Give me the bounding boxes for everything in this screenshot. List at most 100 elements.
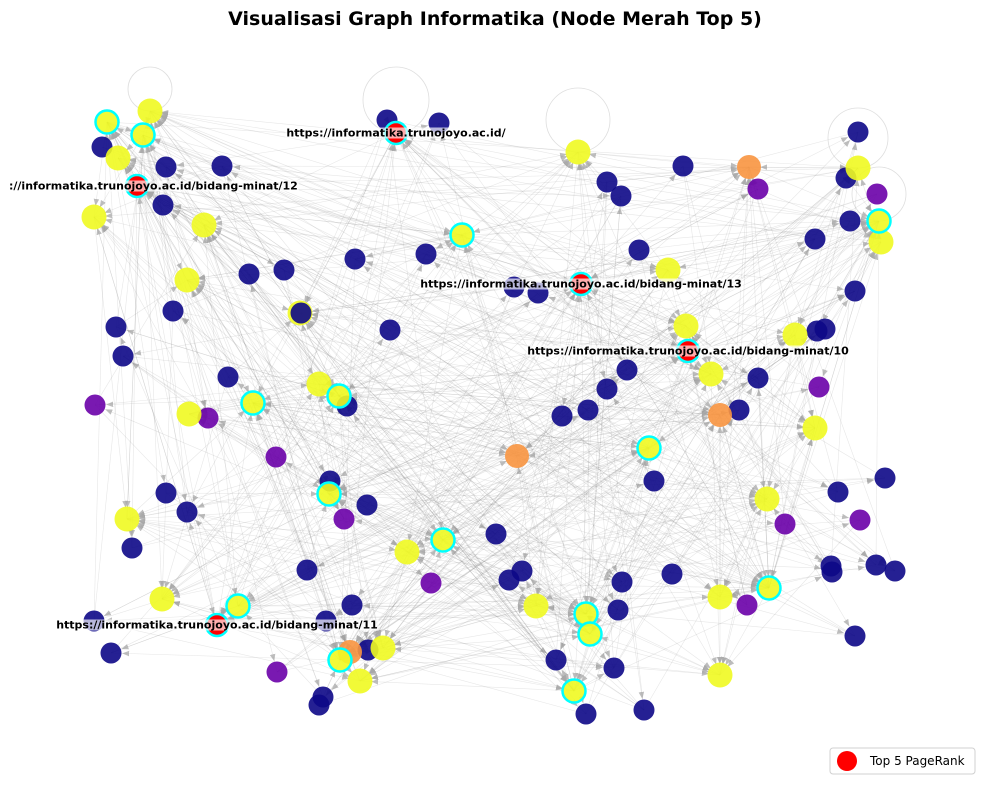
edge bbox=[276, 325, 687, 673]
edge bbox=[719, 166, 751, 598]
edge bbox=[339, 447, 650, 661]
edge bbox=[203, 224, 669, 272]
edge bbox=[221, 165, 650, 449]
edge bbox=[710, 373, 816, 429]
node-yellow bbox=[754, 486, 780, 512]
node-dark-blue bbox=[661, 563, 683, 585]
edge bbox=[461, 234, 721, 676]
node-orange bbox=[505, 444, 529, 468]
edge bbox=[359, 328, 826, 682]
edge bbox=[318, 383, 768, 500]
edge bbox=[682, 165, 768, 500]
edge bbox=[126, 350, 689, 520]
node-orange bbox=[708, 403, 732, 427]
edge bbox=[359, 373, 712, 682]
edge bbox=[93, 134, 144, 218]
edge bbox=[687, 350, 748, 606]
edge bbox=[237, 292, 539, 607]
node-dark-blue bbox=[596, 171, 618, 193]
edge bbox=[186, 279, 523, 572]
edge bbox=[561, 415, 816, 430]
node-dark-blue bbox=[672, 155, 694, 177]
edge bbox=[93, 587, 770, 623]
node-dark-blue bbox=[217, 366, 239, 388]
edge bbox=[589, 220, 851, 635]
node-dark-blue bbox=[155, 156, 177, 178]
edge bbox=[338, 395, 839, 493]
edge bbox=[252, 402, 623, 583]
node-purple bbox=[197, 407, 219, 429]
self-loop-layer bbox=[127, 66, 907, 222]
edge bbox=[794, 220, 851, 336]
edge bbox=[106, 121, 748, 606]
edge bbox=[186, 279, 254, 404]
edge bbox=[338, 395, 721, 676]
edge bbox=[188, 193, 878, 415]
edge bbox=[186, 279, 444, 541]
edge bbox=[354, 234, 463, 260]
node-purple bbox=[265, 446, 287, 468]
edge bbox=[126, 518, 721, 676]
edge bbox=[366, 166, 750, 506]
edge bbox=[395, 132, 768, 500]
edge bbox=[442, 539, 623, 583]
edge bbox=[136, 185, 218, 626]
node-dark-blue bbox=[821, 561, 843, 583]
node-purple bbox=[747, 178, 769, 200]
edge bbox=[534, 151, 579, 607]
node-dark-blue bbox=[105, 316, 127, 338]
edge bbox=[142, 134, 165, 600]
node-yellow bbox=[149, 586, 175, 612]
edge bbox=[719, 587, 770, 676]
edge bbox=[136, 185, 539, 294]
edge bbox=[142, 134, 254, 404]
edge bbox=[328, 493, 856, 637]
edge bbox=[768, 427, 816, 589]
edge bbox=[252, 402, 770, 589]
edge bbox=[584, 195, 622, 615]
edge bbox=[299, 311, 689, 352]
node-dark-blue bbox=[611, 571, 633, 593]
edge bbox=[299, 312, 623, 583]
edge bbox=[93, 447, 650, 622]
edge bbox=[589, 633, 721, 676]
node-yellow bbox=[802, 415, 828, 441]
edge bbox=[386, 119, 444, 541]
node-dark-blue bbox=[308, 694, 330, 716]
edge bbox=[93, 166, 750, 219]
edge bbox=[207, 417, 518, 457]
node-dark-blue bbox=[273, 259, 295, 281]
edge bbox=[577, 151, 770, 589]
edge bbox=[561, 415, 650, 449]
edge bbox=[648, 167, 859, 449]
edge bbox=[106, 121, 587, 715]
edge bbox=[300, 220, 880, 314]
edge bbox=[106, 121, 721, 598]
edge bbox=[585, 238, 816, 615]
node-yellow bbox=[782, 322, 808, 348]
edge bbox=[613, 241, 882, 669]
edge bbox=[508, 283, 582, 581]
edge bbox=[318, 383, 655, 482]
edge bbox=[186, 220, 880, 513]
edge bbox=[339, 498, 768, 661]
edge bbox=[339, 195, 622, 661]
edge bbox=[430, 427, 816, 584]
edge bbox=[359, 325, 687, 682]
edge bbox=[613, 447, 650, 669]
edge bbox=[221, 164, 880, 222]
edge bbox=[343, 447, 650, 520]
edge bbox=[768, 131, 859, 589]
edge bbox=[442, 220, 880, 541]
edge bbox=[136, 185, 669, 271]
edge bbox=[521, 570, 575, 692]
node-dark-blue bbox=[121, 537, 143, 559]
edge bbox=[328, 369, 628, 495]
edge bbox=[237, 594, 721, 607]
edge bbox=[719, 427, 816, 598]
edge bbox=[227, 312, 301, 378]
edge bbox=[165, 491, 330, 497]
edge bbox=[216, 234, 463, 626]
edge bbox=[580, 283, 896, 572]
edge bbox=[580, 283, 770, 589]
